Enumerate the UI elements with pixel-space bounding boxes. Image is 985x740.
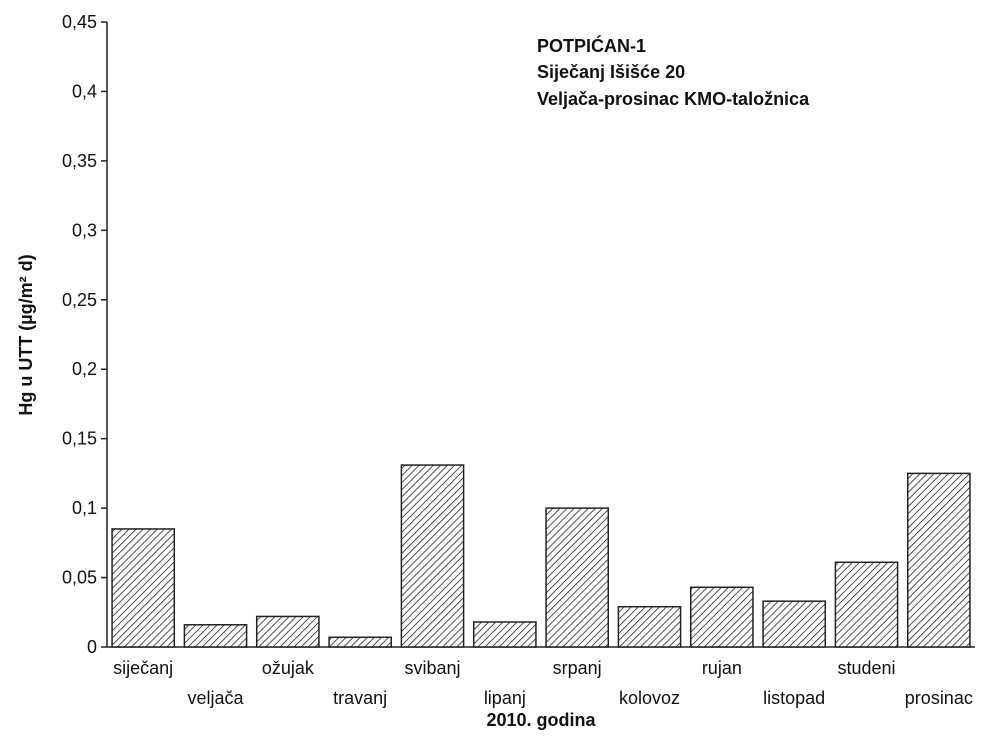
bar-10 (762, 600, 827, 648)
bar-1 (111, 528, 176, 648)
bar-2 (183, 624, 248, 648)
y-tick-label: 0,1 (72, 498, 97, 518)
x-tick-label: lipanj (484, 688, 526, 708)
x-tick-label: veljača (187, 688, 244, 708)
x-tick-label: svibanj (404, 658, 460, 678)
annotation-line-2: Siječanj Išišće 20 (537, 62, 686, 82)
x-tick-label: travanj (333, 688, 387, 708)
y-tick-label: 0,25 (62, 290, 97, 310)
x-tick-labels: siječanj veljača ožujak travanj svibanj lipan… (113, 658, 973, 708)
x-tick-label: ožujak (262, 658, 315, 678)
bar-3 (255, 615, 320, 648)
y-ticks: 0 0,05 0,1 0,15 0,2 0,25 0,3 0,35 0,4 0,45 (62, 12, 107, 657)
y-tick-label: 0,4 (72, 81, 97, 101)
x-tick-label: srpanj (553, 658, 602, 678)
bar-4 (328, 636, 393, 648)
x-tick-label: rujan (702, 658, 742, 678)
bar-5 (400, 464, 465, 648)
annotation-line-1: POTPIĆAN-1 (537, 36, 647, 56)
x-tick-label: siječanj (113, 658, 173, 678)
y-tick-label: 0,2 (72, 359, 97, 379)
y-tick-label: 0,35 (62, 151, 97, 171)
bar-11 (834, 561, 899, 648)
annotation-line-3: Veljača-prosinac KMO-taložnica (537, 89, 810, 109)
y-tick-label: 0,05 (62, 568, 97, 588)
bar-12 (906, 472, 971, 648)
bar-9 (689, 586, 754, 648)
x-axis-label: 2010. godina (486, 710, 596, 730)
y-tick-label: 0,3 (72, 220, 97, 240)
x-tick-label: prosinac (905, 688, 973, 708)
y-axis-label: Hg u UTT (µg/m² d) (16, 254, 36, 415)
bar-7 (545, 507, 610, 648)
y-tick-label: 0,45 (62, 12, 97, 32)
y-tick-label: 0 (87, 637, 97, 657)
x-tick-label: kolovoz (619, 688, 680, 708)
y-tick-label: 0,15 (62, 429, 97, 449)
bars (111, 464, 971, 648)
bar-6 (472, 621, 537, 648)
x-tick-label: studeni (837, 658, 895, 678)
bar-8 (617, 605, 682, 648)
x-tick-label: listopad (763, 688, 825, 708)
